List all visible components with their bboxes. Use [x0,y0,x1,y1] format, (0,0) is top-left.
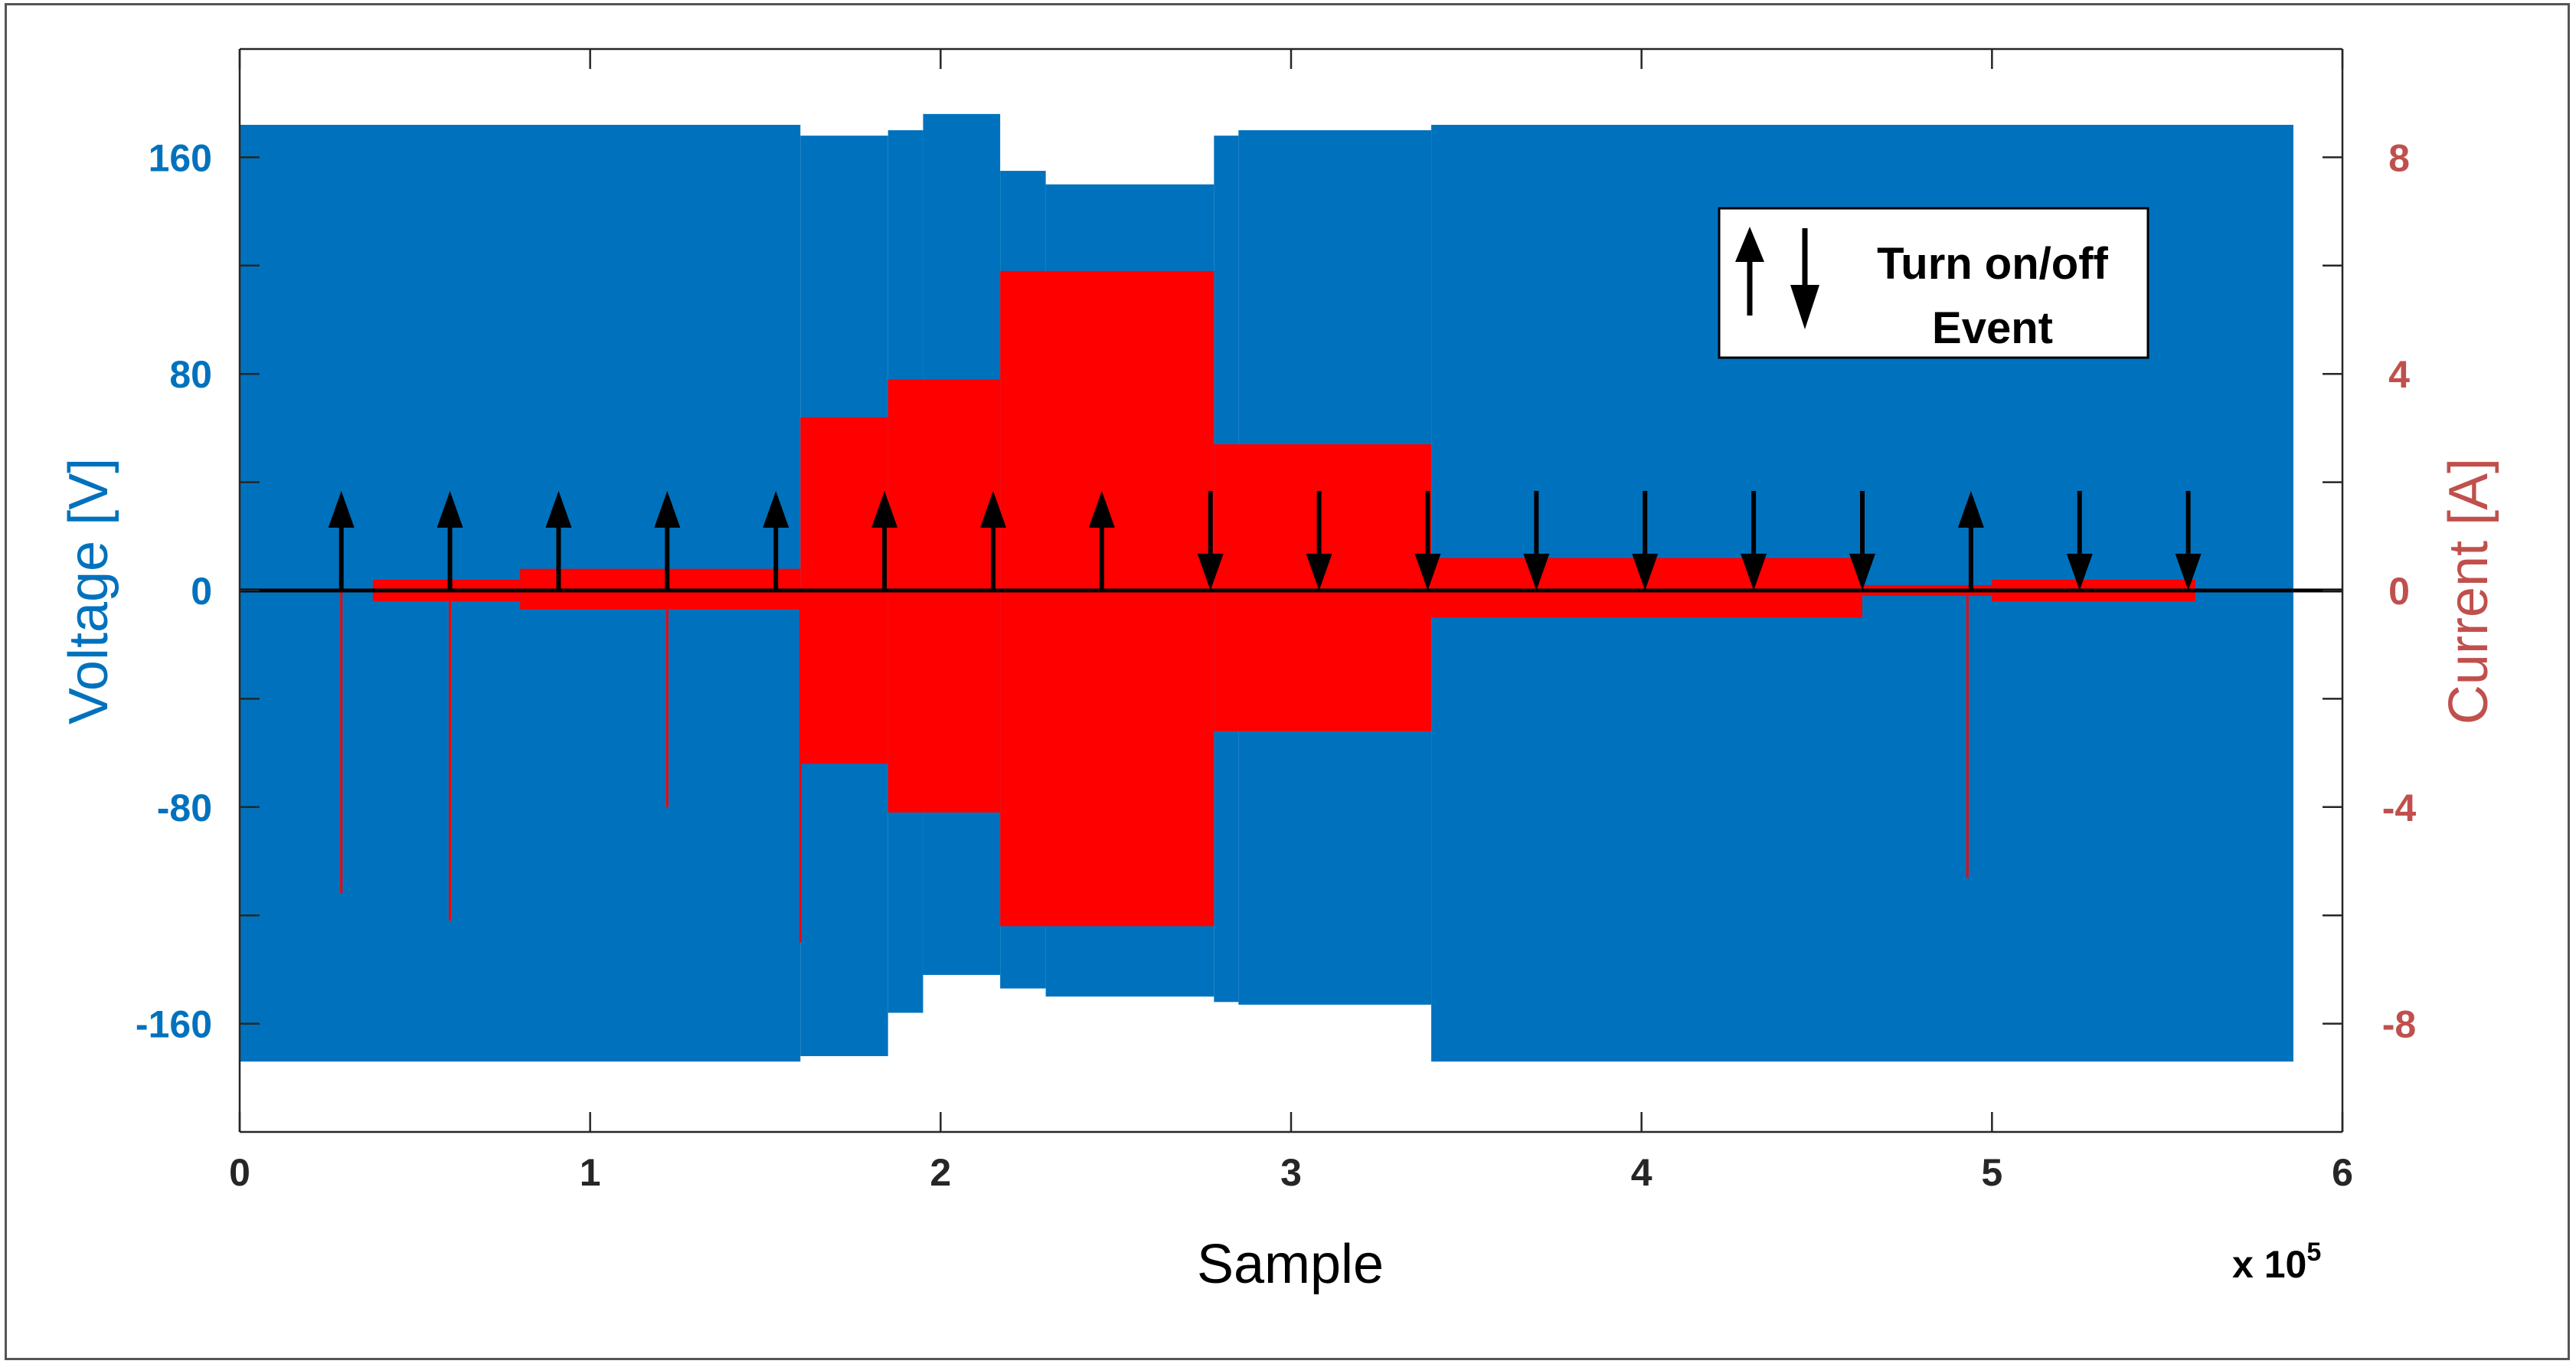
event-arrow-up-3 [654,491,681,590]
legend-up-arrow-icon [1735,227,1764,316]
x-tick-label-4: 4 [1631,1151,1652,1194]
event-arrow-head [871,491,898,528]
event-arrow-up-7 [1088,491,1115,590]
event-arrow-head [545,491,572,528]
event-arrow-head [1849,554,1875,590]
y-left-tick-label-0: 160 [149,136,212,179]
event-arrow-down-12 [1632,491,1659,590]
y-left-tick-label-3: -80 [157,787,212,829]
x-tick-label-1: 1 [580,1151,601,1194]
x-multiplier-exponent: 5 [2306,1238,2321,1267]
y-right-tick-label-0: 8 [2388,136,2410,179]
event-arrow-down-11 [1523,491,1550,590]
event-arrow-head [436,491,463,528]
event-arrow-head [1197,554,1224,590]
current-band-segment-3 [888,379,1001,813]
y-right-axis-label: Current [A] [2438,458,2499,725]
x-tick-label-0: 0 [229,1151,250,1194]
event-arrow-head [1088,491,1115,528]
y-right-tick-label-4: -8 [2382,1003,2416,1046]
event-arrow-head [979,491,1006,528]
event-arrow-up-4 [763,491,789,590]
legend: Turn on/off Event [1718,207,2149,359]
current-band-segment-4 [1000,270,1214,927]
axes: 0 1 2 3 4 5 6 160 80 0 -80 -160 8 4 0 -4 -8 [136,47,2417,1194]
event-arrow-down-17 [2175,491,2202,590]
event-arrow-up-0 [328,491,355,590]
event-arrow-down-13 [1741,491,1767,590]
event-arrow-head [2175,554,2202,590]
event-arrow-up-1 [436,491,463,590]
event-arrow-down-9 [1306,491,1332,590]
event-arrow-head [1414,554,1441,590]
event-arrow-up-6 [979,491,1006,590]
x-tick-label-3: 3 [1280,1151,1302,1194]
x-axis-label: Sample [1197,1234,1384,1295]
y-right-tick-label-1: 4 [2388,353,2410,396]
x-tick-label-6: 6 [2332,1151,2353,1194]
event-arrow-down-10 [1414,491,1441,590]
event-arrow-head [1741,554,1767,590]
x-tick-label-2: 2 [930,1151,951,1194]
y-left-tick-label-1: 80 [169,353,212,396]
event-arrow-head [654,491,681,528]
x-tick-label-5: 5 [1981,1151,2002,1194]
event-arrows [328,491,2202,590]
current-band-segment-5 [1214,444,1432,731]
event-arrow-head [763,491,789,528]
y-left-tick-label-4: -160 [136,1003,212,1046]
y-left-tick-label-2: 0 [191,570,212,613]
event-arrow-head [1632,554,1659,590]
event-arrow-down-14 [1849,491,1875,590]
y-left-axis-label: Voltage [V] [58,458,119,725]
event-arrow-head [1957,491,1984,528]
legend-box [1718,207,2149,359]
event-arrow-up-2 [545,491,572,590]
y-right-tick-label-2: 0 [2388,570,2410,613]
legend-line-2: Event [1932,303,2053,353]
event-arrow-head [328,491,355,528]
event-arrow-head [2066,554,2093,590]
legend-down-arrow-icon [1790,228,1819,329]
x-multiplier: x 105 [2232,1238,2321,1286]
event-arrow-down-16 [2066,491,2093,590]
event-arrow-up-5 [871,491,898,590]
event-arrow-head [1523,554,1550,590]
event-arrow-head [1306,554,1332,590]
y-right-tick-label-3: -4 [2382,787,2417,829]
x-multiplier-base: x 10 [2232,1243,2306,1286]
event-arrow-up-15 [1957,491,1984,590]
legend-line-1: Turn on/off [1877,239,2108,289]
event-arrow-down-8 [1197,491,1224,590]
